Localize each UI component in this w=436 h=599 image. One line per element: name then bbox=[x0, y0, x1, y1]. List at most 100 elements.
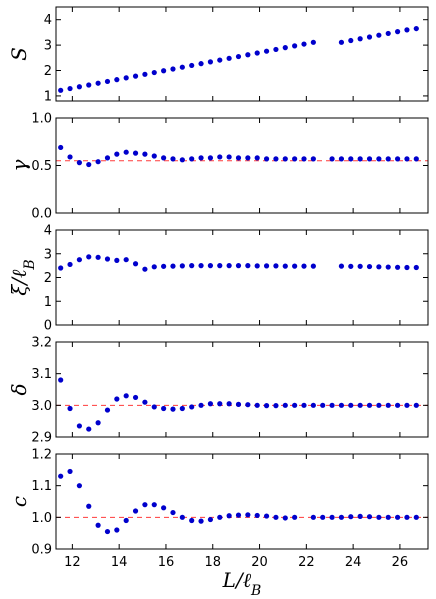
data-point bbox=[67, 405, 73, 412]
data-point bbox=[67, 85, 73, 92]
data-point bbox=[226, 55, 232, 61]
data-point bbox=[329, 156, 335, 162]
panel-frame bbox=[55, 6, 429, 102]
y-tick-label: 1.0 bbox=[31, 112, 52, 127]
data-point bbox=[282, 45, 288, 51]
data-point bbox=[76, 257, 82, 263]
data-point bbox=[151, 69, 157, 76]
data-point bbox=[273, 403, 279, 409]
data-point bbox=[179, 263, 185, 269]
x-axis-label: L/ℓB bbox=[222, 568, 262, 599]
x-tick-label: 14 bbox=[111, 555, 128, 570]
y-tick-label: 4 bbox=[44, 13, 52, 28]
data-point bbox=[310, 156, 316, 162]
data-point bbox=[132, 508, 139, 514]
x-tick-label: 24 bbox=[345, 555, 362, 570]
data-point bbox=[245, 512, 251, 518]
data-point bbox=[385, 156, 391, 162]
data-point bbox=[217, 263, 223, 269]
data-point bbox=[320, 402, 326, 408]
y-tick-label: 0 bbox=[44, 319, 52, 334]
data-point bbox=[179, 514, 185, 520]
y-tick-label: 3.0 bbox=[31, 399, 52, 414]
data-point bbox=[263, 156, 270, 162]
y-tick-label: 3.2 bbox=[31, 336, 52, 351]
data-point bbox=[95, 159, 101, 165]
y-tick-label: 0.9 bbox=[31, 543, 52, 558]
data-point bbox=[282, 263, 288, 269]
data-point bbox=[170, 263, 176, 269]
data-point bbox=[385, 402, 391, 408]
data-point bbox=[198, 61, 204, 67]
data-point bbox=[404, 27, 410, 33]
data-point bbox=[104, 256, 111, 262]
data-point bbox=[226, 513, 232, 519]
data-point bbox=[376, 402, 382, 408]
data-point bbox=[76, 423, 82, 429]
y-axis-label: δ bbox=[7, 383, 31, 395]
data-point bbox=[114, 151, 120, 157]
data-point bbox=[301, 41, 307, 47]
data-point bbox=[161, 263, 167, 269]
data-point bbox=[104, 78, 111, 85]
data-point bbox=[142, 399, 148, 405]
data-point bbox=[86, 254, 92, 260]
data-point bbox=[263, 263, 270, 269]
data-point bbox=[310, 39, 316, 45]
data-point bbox=[179, 405, 185, 412]
data-point bbox=[198, 263, 204, 269]
y-tick-label: 2 bbox=[44, 271, 52, 286]
y-tick-label: 2.9 bbox=[31, 431, 52, 446]
data-point bbox=[58, 377, 64, 383]
data-point bbox=[366, 34, 373, 40]
y-tick-label: 1 bbox=[44, 295, 52, 310]
data-point bbox=[189, 156, 195, 162]
x-tick-label: 20 bbox=[251, 555, 268, 570]
data-point bbox=[189, 404, 195, 410]
data-point bbox=[413, 402, 419, 408]
data-point bbox=[310, 263, 316, 269]
data-point bbox=[413, 25, 419, 32]
data-point bbox=[245, 263, 251, 269]
data-point bbox=[170, 66, 176, 72]
data-point bbox=[394, 264, 401, 270]
data-point bbox=[282, 156, 288, 162]
data-point bbox=[357, 156, 363, 162]
data-point bbox=[235, 155, 242, 161]
data-point bbox=[329, 514, 335, 520]
data-point bbox=[179, 157, 185, 163]
data-point bbox=[123, 257, 129, 263]
data-point bbox=[292, 43, 298, 49]
x-tick-label: 26 bbox=[392, 555, 409, 570]
data-point bbox=[132, 261, 139, 267]
data-point bbox=[217, 514, 223, 520]
panel-frame bbox=[55, 229, 429, 326]
data-point bbox=[338, 514, 345, 520]
data-point bbox=[104, 155, 111, 161]
data-point bbox=[86, 426, 92, 432]
data-point bbox=[366, 514, 373, 520]
data-point bbox=[58, 144, 64, 151]
data-point bbox=[226, 401, 232, 407]
data-point bbox=[338, 263, 345, 269]
data-point bbox=[207, 155, 214, 161]
y-axis-label: γ bbox=[7, 159, 31, 171]
data-point bbox=[76, 483, 82, 489]
y-axis-label: ξ/ℓB bbox=[7, 259, 38, 295]
data-point bbox=[226, 263, 232, 269]
data-point bbox=[95, 80, 101, 86]
data-point bbox=[263, 48, 270, 54]
data-point bbox=[245, 155, 251, 161]
y-tick-label: 3 bbox=[44, 39, 52, 54]
data-point bbox=[86, 161, 92, 168]
data-point bbox=[198, 518, 204, 524]
data-point bbox=[58, 265, 64, 271]
data-point bbox=[217, 57, 223, 63]
data-point bbox=[254, 155, 260, 161]
y-tick-label: 0.5 bbox=[31, 159, 52, 174]
data-point bbox=[282, 515, 288, 521]
data-point bbox=[376, 32, 382, 38]
panel-frame bbox=[55, 453, 429, 550]
data-point bbox=[404, 514, 410, 520]
data-point bbox=[179, 64, 185, 70]
